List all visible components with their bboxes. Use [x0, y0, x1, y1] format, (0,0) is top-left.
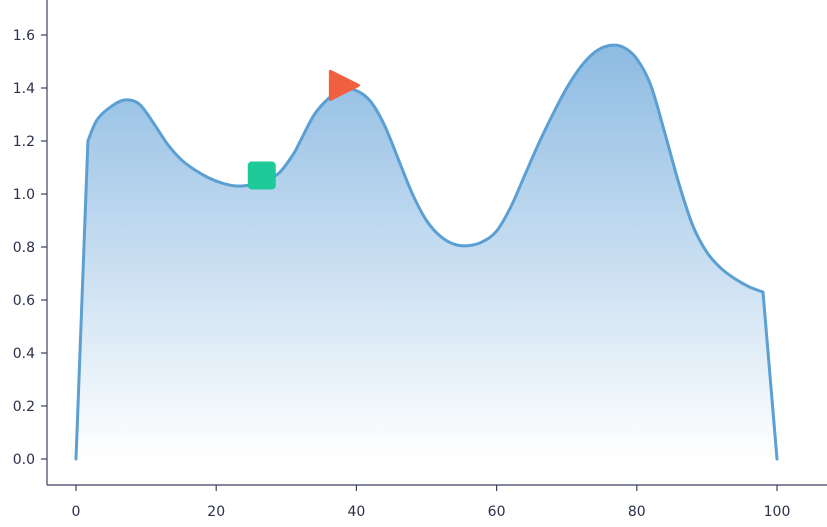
y-tick-label: 0.0 — [13, 452, 35, 468]
y-tick-label: 0.2 — [13, 399, 35, 415]
x-tick-label: 80 — [628, 504, 646, 520]
axes-layer: 0.0 0.2 0.4 0.6 0.8 1.0 1.2 1.4 1.6 0 20 40 60 80 100 — [13, 0, 827, 520]
y-tick-label: 0.8 — [13, 240, 35, 256]
x-tick-label: 60 — [488, 504, 506, 520]
marker-layer — [247, 69, 360, 190]
y-tick-label: 1.4 — [13, 81, 35, 97]
y-tick-label: 0.6 — [13, 293, 35, 309]
square-marker — [247, 161, 276, 190]
triangle-marker — [328, 69, 360, 101]
y-tick-label: 1.2 — [13, 134, 35, 150]
y-tick-label: 1.0 — [13, 187, 35, 203]
series-line — [74, 43, 779, 461]
x-tick-label: 40 — [347, 504, 365, 520]
y-tick-label: 1.6 — [13, 28, 35, 44]
area-layer — [74, 43, 779, 461]
area-fill — [76, 45, 777, 460]
x-tick-label: 0 — [72, 504, 81, 520]
x-tick-label: 20 — [207, 504, 225, 520]
x-tick-label: 100 — [764, 504, 791, 520]
y-tick-label: 0.4 — [13, 346, 35, 362]
